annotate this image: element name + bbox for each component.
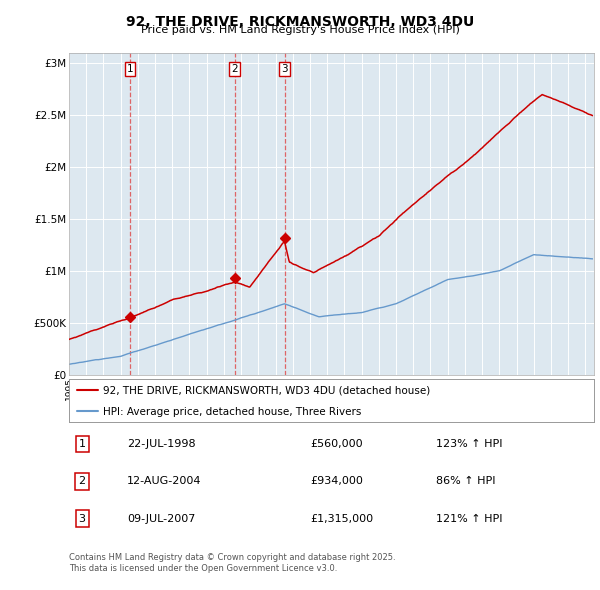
- Text: 123% ↑ HPI: 123% ↑ HPI: [437, 440, 503, 449]
- Text: £1,315,000: £1,315,000: [311, 514, 374, 523]
- Text: £560,000: £560,000: [311, 440, 363, 449]
- Text: 12-AUG-2004: 12-AUG-2004: [127, 477, 201, 486]
- Text: 3: 3: [79, 514, 86, 523]
- Text: Contains HM Land Registry data © Crown copyright and database right 2025.
This d: Contains HM Land Registry data © Crown c…: [69, 553, 395, 573]
- Text: 2: 2: [231, 64, 238, 74]
- Text: 09-JUL-2007: 09-JUL-2007: [127, 514, 195, 523]
- Text: 22-JUL-1998: 22-JUL-1998: [127, 440, 196, 449]
- Text: 1: 1: [79, 440, 86, 449]
- Text: 3: 3: [281, 64, 288, 74]
- Text: 1: 1: [127, 64, 133, 74]
- Text: 92, THE DRIVE, RICKMANSWORTH, WD3 4DU (detached house): 92, THE DRIVE, RICKMANSWORTH, WD3 4DU (d…: [103, 386, 430, 396]
- Text: 92, THE DRIVE, RICKMANSWORTH, WD3 4DU: 92, THE DRIVE, RICKMANSWORTH, WD3 4DU: [126, 15, 474, 29]
- Text: 121% ↑ HPI: 121% ↑ HPI: [437, 514, 503, 523]
- Text: Price paid vs. HM Land Registry's House Price Index (HPI): Price paid vs. HM Land Registry's House …: [140, 25, 460, 35]
- Text: 2: 2: [79, 477, 86, 486]
- Text: £934,000: £934,000: [311, 477, 364, 486]
- Text: 86% ↑ HPI: 86% ↑ HPI: [437, 477, 496, 486]
- Text: HPI: Average price, detached house, Three Rivers: HPI: Average price, detached house, Thre…: [103, 407, 361, 417]
